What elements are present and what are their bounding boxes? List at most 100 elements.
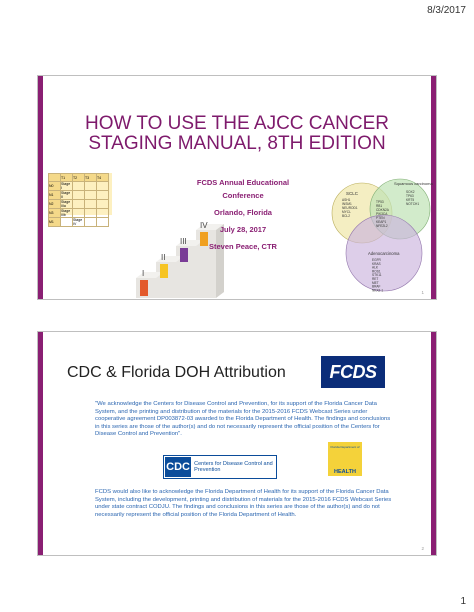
fcds-logo-text: FCDS xyxy=(329,361,378,382)
stairs-shape xyxy=(136,230,216,298)
grid-cell xyxy=(84,181,97,191)
venn-adeno-item: EGFR xyxy=(372,258,382,262)
slide-1-page-number: 1 xyxy=(421,290,424,295)
accent-bar-right xyxy=(431,76,436,299)
grid-cell xyxy=(72,190,85,200)
venn-overlap-item: CDKN2A xyxy=(376,208,390,212)
grid-column-header: T2 xyxy=(72,173,85,182)
grid-row-header: N2 xyxy=(48,199,61,209)
venn-adeno-item: BRAF xyxy=(372,285,381,289)
doh-logo-text: HEALTH xyxy=(334,469,356,475)
venn-diagram: SCLC Squamous carcinoma Adenocarcinoma A… xyxy=(331,178,433,292)
grid-cell xyxy=(84,190,97,200)
grid-cell xyxy=(96,190,109,200)
bar-purple xyxy=(180,248,188,262)
grid-row-header: N3 xyxy=(48,208,61,218)
grid-cell: Stage IV xyxy=(72,217,85,227)
grid-cell: Stage IIIb xyxy=(60,208,73,218)
grid-row-header: N0 xyxy=(48,181,61,191)
grid-corner xyxy=(48,173,61,182)
venn-adeno-title: Adenocarcinoma xyxy=(368,251,400,256)
stair-label-2: II xyxy=(161,253,165,262)
cdc-logo-mark: CDC xyxy=(165,457,192,477)
bar-orange xyxy=(140,280,148,296)
grid-column-header: T4 xyxy=(96,173,109,182)
venn-squamous-item: NOTCH1 xyxy=(406,202,419,206)
venn-sclc-item: MYCL xyxy=(342,210,351,214)
bar-amber xyxy=(200,232,208,246)
doh-acknowledgement-paragraph: FCDS would also like to acknowledge the … xyxy=(95,489,392,518)
venn-sclc-item: ASH1 xyxy=(342,198,351,202)
slide-2: CDC & Florida DOH Attribution FCDS "We a… xyxy=(37,331,437,556)
venn-adeno-item: KRAS xyxy=(372,262,381,266)
venn-adeno-item: RET xyxy=(372,277,378,281)
venn-overlap-item: TP53 xyxy=(376,200,384,204)
slide-1: HOW TO USE THE AJCC CANCER STAGING MANUA… xyxy=(37,75,437,300)
step-top-2 xyxy=(156,256,184,262)
florida-doh-logo: Florida Department of HEALTH xyxy=(328,442,362,476)
venn-adeno-item: ALK xyxy=(372,266,379,270)
slide-2-title: CDC & Florida DOH Attribution xyxy=(67,364,286,381)
stair-label-1: I xyxy=(142,269,144,278)
step-top-4 xyxy=(196,224,224,230)
venn-sclc-item: BCL2 xyxy=(342,214,350,218)
accent-bar-right xyxy=(431,332,436,555)
grid-cell xyxy=(96,208,109,218)
header-date: 8/3/2017 xyxy=(427,5,466,16)
bar-yellow xyxy=(160,264,168,278)
slide-1-title: HOW TO USE THE AJCC CANCER STAGING MANUA… xyxy=(84,113,390,154)
venn-squamous-item: KRT5 xyxy=(406,198,414,202)
grid-cell xyxy=(72,181,85,191)
cdc-acknowledgement-paragraph: "We acknowledge the Centers for Disease … xyxy=(95,401,391,438)
venn-squamous-title: Squamous carcinoma xyxy=(394,181,433,186)
venn-circle-adeno xyxy=(345,214,423,292)
venn-adeno-item: MET xyxy=(372,281,379,285)
venn-adeno-item: ROS1 xyxy=(372,269,381,273)
fcds-logo: FCDS xyxy=(321,356,385,388)
venn-sclc-title: SCLC xyxy=(346,191,359,196)
venn-squamous-item: TP63 xyxy=(406,194,414,198)
venn-sclc-item: INSM1 xyxy=(342,202,352,206)
venn-adeno-item: NKX2-1 xyxy=(372,288,383,292)
grid-cell xyxy=(84,208,97,218)
venn-adeno-item: STK11 xyxy=(372,273,382,277)
conference-location: Orlando, Florida xyxy=(214,208,272,217)
staging-grid-image: T1 T2 T3 T4 N0 Stage I N1 Stage II N2 Stage IIIa N… xyxy=(48,173,112,227)
cdc-logo-text: Centers for Disease Control and Preventi… xyxy=(194,460,273,473)
stairs-image: I II III IV xyxy=(136,221,224,298)
footer-page-number: 1 xyxy=(460,596,466,607)
venn-overlap-item: PIK3CA xyxy=(376,212,388,216)
conference-name: FCDS Annual Educational Conference xyxy=(196,178,290,200)
grid-cell: Stage I xyxy=(60,181,73,191)
grid-cell xyxy=(72,199,85,209)
cdc-logo: CDC Centers for Disease Control and Prev… xyxy=(163,455,277,479)
stair-label-3: III xyxy=(180,237,187,246)
staging-grid-table: T1 T2 T3 T4 N0 Stage I N1 Stage II N2 Stage IIIa N… xyxy=(48,173,109,227)
conference-info: FCDS Annual Educational Conference Orlan… xyxy=(178,176,308,257)
step-top-3 xyxy=(176,240,204,246)
grid-cell xyxy=(96,199,109,209)
venn-overlap-item: PTEN xyxy=(376,216,385,220)
stairs-side xyxy=(216,224,224,298)
grid-cell xyxy=(72,208,85,218)
venn-overlap-item: KEAP1 xyxy=(376,220,387,224)
grid-cell xyxy=(96,181,109,191)
accent-bar-left xyxy=(38,332,43,555)
step-top-1 xyxy=(136,272,164,278)
conference-date: July 28, 2017 xyxy=(219,225,267,234)
grid-row-header: M1 xyxy=(48,217,61,227)
venn-squamous-item: SOX2 xyxy=(406,190,415,194)
grid-cell xyxy=(96,217,109,227)
accent-bar-left xyxy=(38,76,43,299)
venn-overlap-item: RB1 xyxy=(376,204,382,208)
grid-column-header: T3 xyxy=(84,173,97,182)
stair-label-4: IV xyxy=(200,221,208,230)
slide-2-page-number: 2 xyxy=(421,546,424,551)
grid-cell: Stage II xyxy=(60,190,73,200)
grid-cell: Stage IIIa xyxy=(60,199,73,209)
presenter-name: Steven Peace, CTR xyxy=(209,242,277,251)
grid-row-header: N1 xyxy=(48,190,61,200)
grid-cell xyxy=(84,217,97,227)
doh-logo-top-text: Florida Department of xyxy=(330,445,360,449)
